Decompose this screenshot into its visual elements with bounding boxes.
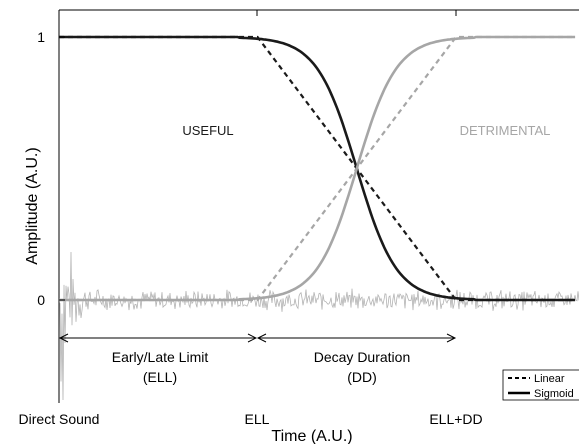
y-tick-label-0: 0: [37, 292, 45, 308]
x-tick-label-ell: ELL: [245, 411, 270, 427]
ell-span-arrow: [58, 333, 258, 343]
ell-annotation-line2: (ELL): [143, 369, 177, 385]
region-label-useful: USEFUL: [182, 123, 233, 138]
series-useful-solid-line: [59, 35, 576, 302]
dd-annotation-line1: Decay Duration: [314, 349, 411, 365]
legend-label-sigmoid: Sigmoid: [534, 388, 574, 400]
y-tick-label-1: 1: [37, 29, 45, 45]
signal-trace: [59, 251, 579, 401]
x-tick-label-ell-dd: ELL+DD: [429, 411, 482, 427]
x-tick-label-direct-sound: Direct Sound: [19, 411, 100, 427]
legend-box: [502, 369, 579, 401]
dd-span-arrow: [256, 333, 457, 343]
y-axis-title: Amplitude (A.U.): [24, 147, 41, 264]
series-useful-dashed-line: [59, 35, 576, 302]
curve-layer: [59, 35, 576, 302]
region-label-detrimental: DETRIMENTAL: [460, 123, 551, 138]
dd-annotation-line2: (DD): [347, 369, 377, 385]
series-detrimental-dashed-line: [59, 35, 576, 302]
x-axis-title: Time (A.U.): [271, 428, 352, 444]
series-detrimental-solid-line: [59, 35, 576, 302]
legend: Linear Sigmoid: [502, 369, 579, 401]
signal-trace-path: [59, 251, 579, 401]
ell-annotation-line1: Early/Late Limit: [112, 349, 209, 365]
legend-label-linear: Linear: [534, 373, 565, 385]
